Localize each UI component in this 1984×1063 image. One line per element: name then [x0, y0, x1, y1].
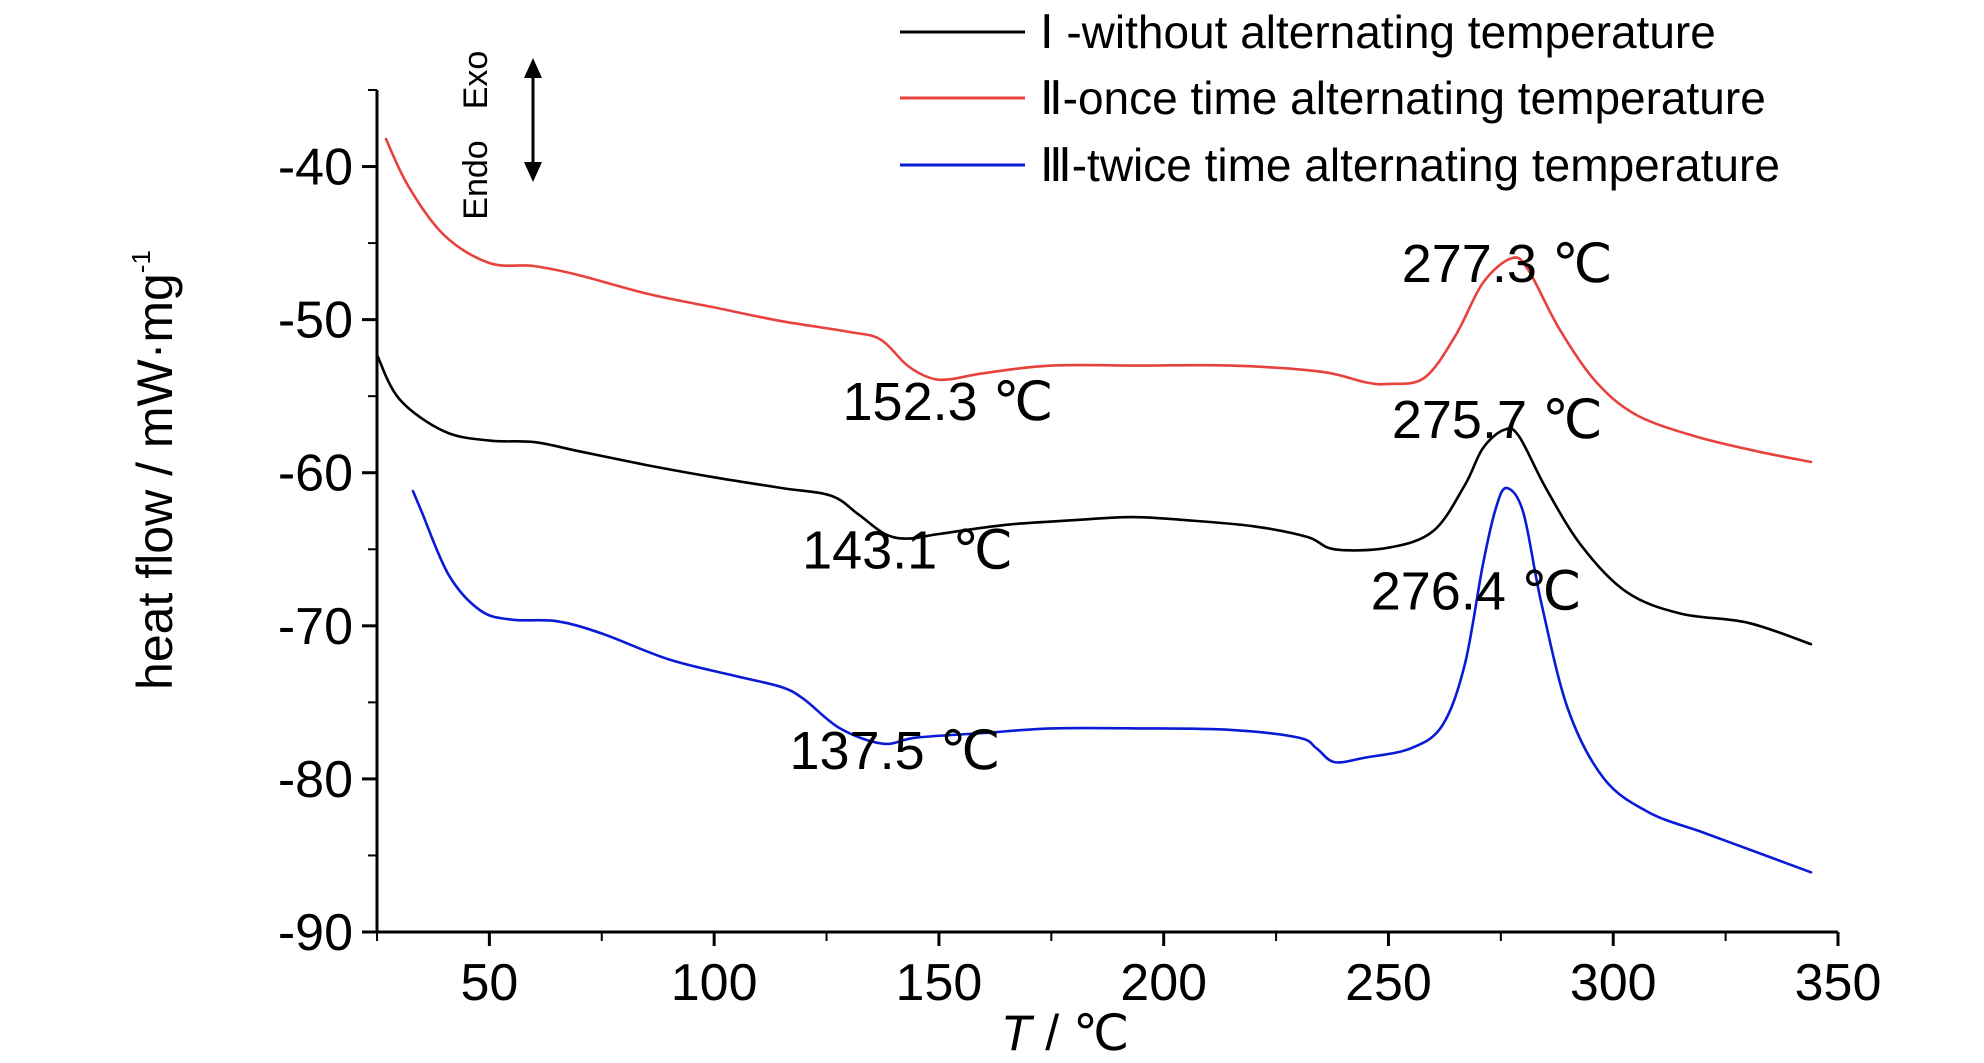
y-tick-label: -90	[278, 904, 353, 962]
y-axis-title-text: heat flow / mW·mg	[127, 273, 183, 690]
y-axis-title-sup: -1	[126, 250, 156, 273]
y-axis-title-group: heat flow / mW·mg-1	[126, 250, 183, 690]
y-tick-label: -70	[278, 598, 353, 656]
peak-annotation: 276.4 ℃	[1371, 562, 1582, 622]
peak-annotation: 143.1 ℃	[802, 520, 1013, 580]
x-tick-label: 250	[1345, 954, 1432, 1012]
y-tick-label: -60	[278, 445, 353, 503]
x-axis-title-unit: / ℃	[1031, 1005, 1129, 1061]
exo-label: Exo	[457, 51, 495, 110]
peak-annotation: 152.3 ℃	[843, 372, 1054, 432]
x-tick-label: 50	[460, 954, 518, 1012]
endo-exo-indicator: Exo Endo	[457, 51, 542, 220]
x-tick-label: 300	[1570, 954, 1657, 1012]
ticks: 50 100 150 200 250 300 350 -90 -80 -70 -60 -50 -40	[278, 89, 1882, 1012]
legend-label: Ⅱ-once time alternating temperature	[1040, 72, 1766, 124]
axes	[375, 90, 1838, 934]
y-tick-label: -40	[278, 139, 353, 197]
endo-label: Endo	[457, 140, 495, 219]
y-axis-title: heat flow / mW·mg-1	[126, 250, 183, 690]
x-axis-title-symbol: T	[1001, 1005, 1035, 1061]
peak-annotation: 137.5 ℃	[789, 721, 1000, 781]
peak-annotations: 277.3 ℃ 152.3 ℃ 275.7 ℃ 143.1 ℃ 276.4 ℃ 137.5…	[789, 234, 1612, 781]
arrow-down-icon	[524, 162, 542, 182]
x-tick-label: 350	[1795, 954, 1882, 1012]
legend-label: Ⅰ -without alternating temperature	[1040, 6, 1716, 58]
x-tick-label: 150	[896, 954, 983, 1012]
series-lines	[375, 137, 1813, 874]
x-tick-label: 100	[671, 954, 758, 1012]
legend-label: Ⅲ-twice time alternating temperature	[1040, 139, 1780, 191]
series-line-twice-alternating	[411, 486, 1813, 874]
x-axis-title: T / ℃	[1001, 1005, 1129, 1061]
series-line-without-alternating	[375, 353, 1813, 646]
y-tick-label: -80	[278, 751, 353, 809]
x-tick-label: 200	[1120, 954, 1207, 1012]
peak-annotation: 277.3 ℃	[1402, 234, 1613, 294]
arrow-up-icon	[524, 58, 542, 78]
y-tick-label: -50	[278, 292, 353, 350]
peak-annotation: 275.7 ℃	[1392, 390, 1603, 450]
legend: Ⅰ -without alternating temperature Ⅱ-once…	[900, 6, 1780, 191]
series-line-once-alternating	[384, 137, 1813, 464]
